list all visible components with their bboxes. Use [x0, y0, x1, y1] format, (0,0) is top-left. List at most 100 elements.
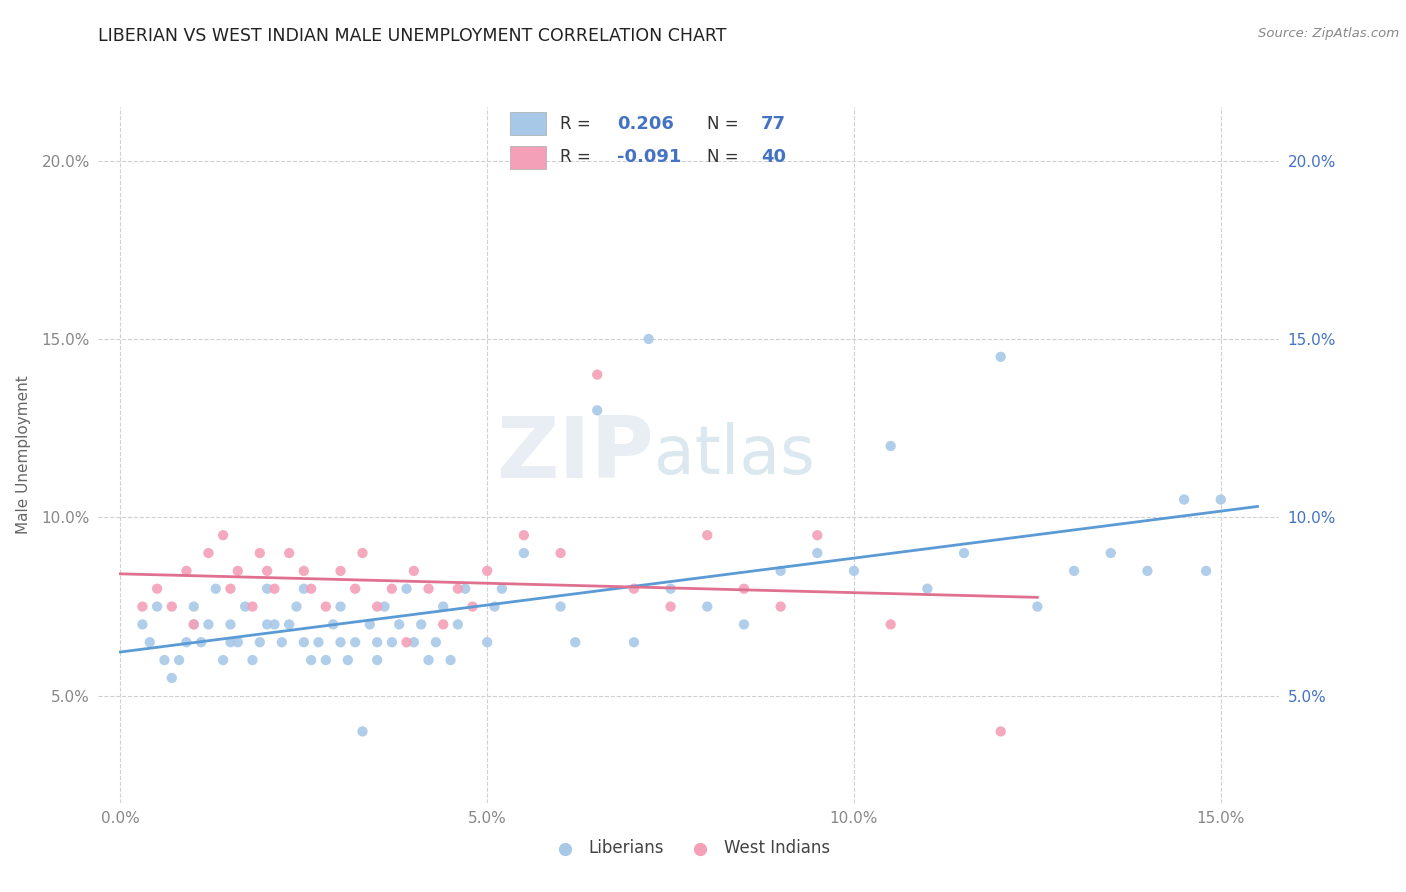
Point [233, 599, 256, 614]
Text: -0.091: -0.091 [617, 148, 682, 166]
Text: 0.206: 0.206 [617, 115, 675, 133]
Point [477, 635, 499, 649]
Point [373, 599, 395, 614]
Point [212, 528, 235, 542]
Point [477, 564, 499, 578]
Point [623, 635, 645, 649]
Point [1026, 599, 1049, 614]
Text: R =: R = [560, 148, 591, 166]
Y-axis label: Male Unemployment: Male Unemployment [15, 376, 31, 534]
Point [806, 528, 828, 542]
Point [183, 599, 205, 614]
Text: LIBERIAN VS WEST INDIAN MALE UNEMPLOYMENT CORRELATION CHART: LIBERIAN VS WEST INDIAN MALE UNEMPLOYMEN… [98, 27, 727, 45]
Point [879, 439, 901, 453]
Point [806, 546, 828, 560]
Point [160, 599, 183, 614]
Point [359, 617, 381, 632]
Point [329, 564, 352, 578]
Point [411, 617, 433, 632]
Text: N =: N = [707, 115, 738, 133]
Text: atlas: atlas [654, 422, 814, 488]
Point [308, 635, 330, 649]
Point [659, 599, 682, 614]
Point [879, 617, 901, 632]
Point [197, 617, 219, 632]
Point [586, 368, 609, 382]
Point [352, 546, 374, 560]
Point [696, 599, 718, 614]
Point [447, 617, 470, 632]
Point [491, 582, 513, 596]
Text: 40: 40 [761, 148, 786, 166]
Point [131, 617, 153, 632]
Point [263, 582, 285, 596]
FancyBboxPatch shape [510, 112, 546, 136]
Point [439, 653, 461, 667]
Point [219, 582, 242, 596]
Point [219, 617, 242, 632]
Point [637, 332, 659, 346]
Point [139, 635, 162, 649]
Point [336, 653, 359, 667]
Point [176, 635, 198, 649]
Point [623, 582, 645, 596]
Point [226, 635, 249, 649]
Point [219, 635, 242, 649]
Point [299, 582, 322, 596]
Point [263, 617, 285, 632]
Point [204, 582, 226, 596]
Point [1173, 492, 1195, 507]
Point [418, 653, 440, 667]
Point [432, 599, 454, 614]
Point [696, 528, 718, 542]
Point [146, 582, 169, 596]
Point [1209, 492, 1232, 507]
Point [131, 599, 153, 614]
Point [176, 564, 198, 578]
Point [256, 582, 278, 596]
Point [484, 599, 506, 614]
Text: 77: 77 [761, 115, 786, 133]
Point [425, 635, 447, 649]
Text: R =: R = [560, 115, 591, 133]
Point [388, 617, 411, 632]
Point [249, 546, 271, 560]
Point [513, 528, 536, 542]
Point [395, 582, 418, 596]
Point [454, 582, 477, 596]
Point [953, 546, 976, 560]
Point [769, 599, 792, 614]
Text: Source: ZipAtlas.com: Source: ZipAtlas.com [1258, 27, 1399, 40]
Point [447, 582, 470, 596]
Point [329, 635, 352, 649]
Point [1063, 564, 1085, 578]
Point [990, 350, 1012, 364]
Point [183, 617, 205, 632]
Point [366, 653, 388, 667]
Point [278, 546, 301, 560]
Point [432, 617, 454, 632]
Point [329, 599, 352, 614]
Point [733, 617, 755, 632]
Point [183, 617, 205, 632]
Legend: Liberians, West Indians: Liberians, West Indians [541, 833, 837, 864]
Text: N =: N = [707, 148, 738, 166]
Point [659, 582, 682, 596]
Point [381, 582, 404, 596]
Point [153, 653, 176, 667]
Point [292, 635, 315, 649]
Point [285, 599, 308, 614]
Point [256, 564, 278, 578]
Point [550, 599, 572, 614]
Point [299, 653, 322, 667]
Point [167, 653, 190, 667]
Point [366, 635, 388, 649]
Point [292, 564, 315, 578]
Point [418, 582, 440, 596]
Point [344, 635, 367, 649]
Point [1195, 564, 1218, 578]
Point [278, 617, 301, 632]
Point [344, 582, 367, 596]
Point [513, 546, 536, 560]
Point [212, 653, 235, 667]
